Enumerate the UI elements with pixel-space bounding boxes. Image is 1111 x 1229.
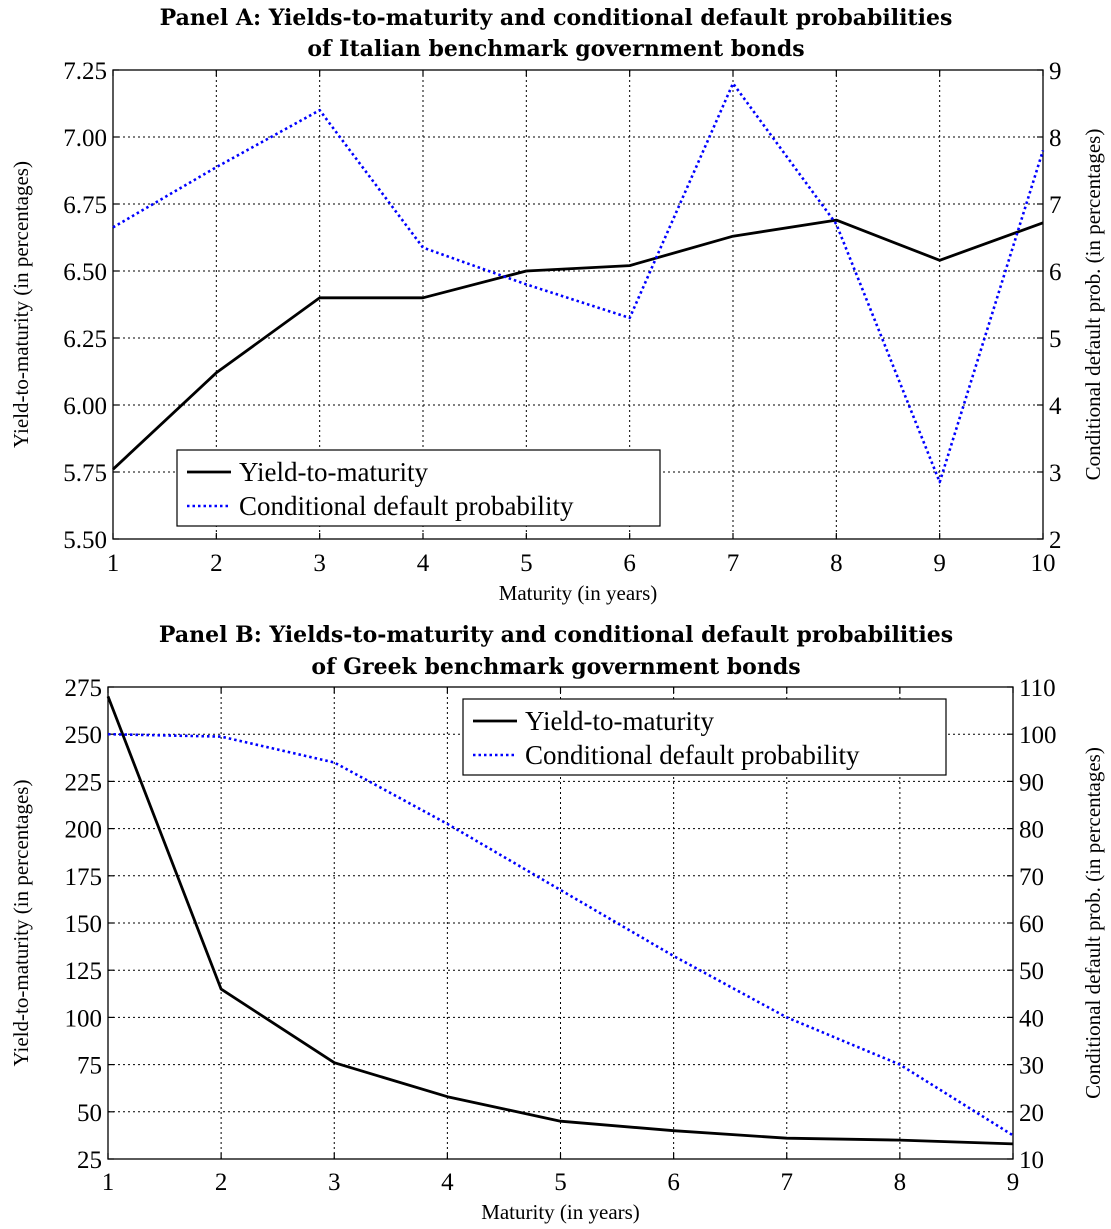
panel-b-y-tick-label: 125 [65, 958, 103, 985]
panel-b-x-tick-label: 9 [1007, 1169, 1020, 1196]
panel-b-yield-line [106, 695, 1014, 1146]
panel-a-y2-tick-label: 6 [1049, 259, 1062, 286]
panel-a-x-tick-label: 3 [313, 550, 326, 577]
panel-a-yield-line [112, 218, 1044, 471]
panel-b-x-tick-label: 6 [667, 1169, 680, 1196]
panel-b-x-tick-label: 1 [102, 1169, 115, 1196]
panel-b-legend-label: Yield-to-maturity [525, 706, 714, 736]
panel-a-x-tick-label: 7 [727, 550, 740, 577]
panel-a-y-tick-label: 6.75 [63, 192, 107, 219]
panel-b-title-line-2: of Greek benchmark government bonds [311, 654, 800, 680]
panel-b-x-tick-label: 2 [215, 1169, 228, 1196]
panel-b-y-tick-label: 225 [65, 769, 103, 796]
panel-b-y2-tick-label: 80 [1019, 817, 1044, 844]
panel-b-x-tick-label: 5 [554, 1169, 567, 1196]
panel-a-y-tick-label: 6.00 [63, 393, 107, 420]
panel-a-x-axis-label: Maturity (in years) [499, 581, 658, 605]
panel-a-y-tick-label: 5.50 [63, 527, 107, 554]
panel-b-y-axis-label: Yield-to-maturity (in percentages) [9, 780, 33, 1067]
panel-b-x-tick-label: 3 [328, 1169, 341, 1196]
panel-a-y-axis-label: Yield-to-maturity (in percentages) [9, 161, 33, 448]
panel-a-x-tick-label: 1 [107, 550, 120, 577]
panel-a-y-tick-label: 6.25 [63, 326, 107, 353]
panel-a-x-tick-label: 9 [933, 550, 946, 577]
panel-b-y-tick-label: 50 [77, 1100, 102, 1127]
panel-b-y-tick-label: 175 [65, 864, 103, 891]
panel-b-x-axis-label: Maturity (in years) [481, 1200, 640, 1224]
panel-a-legend-label: Yield-to-maturity [239, 457, 428, 487]
panel-a-plot-frame [112, 69, 1044, 540]
panel-a-x-tick-label: 2 [210, 550, 223, 577]
panel-b-y2-tick-label: 110 [1019, 675, 1056, 702]
panel-a-y2-axis-label: Conditional default prob. (in percentage… [1081, 129, 1105, 481]
panel-a-y-tick-label: 5.75 [63, 460, 107, 487]
panel-b-y-tick-label: 25 [77, 1147, 102, 1174]
panel-a-x-tick-label: 6 [623, 550, 636, 577]
panel-a-x-tick-label: 10 [1031, 550, 1056, 577]
panel-a-y-tick-label: 6.50 [63, 259, 107, 286]
panel-b-legend-box [462, 698, 947, 776]
panel-b-y-tick-label: 275 [65, 675, 103, 702]
panel-a-y-tick-label: 7.25 [63, 58, 107, 85]
panel-b-y2-tick-label: 100 [1019, 722, 1057, 749]
panel-b-default-prob-line [107, 732, 1014, 1137]
panel-a-x-tick-label: 4 [417, 550, 430, 577]
panel-a-default-prob-line [112, 82, 1045, 484]
panel-b-x-tick-label: 4 [441, 1169, 454, 1196]
panel-a-x-tick-label: 8 [830, 550, 843, 577]
panel-b-y2-tick-label: 50 [1019, 958, 1044, 985]
panel-a-legend-box [176, 449, 661, 527]
panel-b-x-tick-label: 8 [894, 1169, 907, 1196]
panel-b-y2-tick-label: 20 [1019, 1100, 1044, 1127]
panel-a-legend-label: Conditional default probability [239, 491, 574, 521]
panel-b-y2-tick-label: 40 [1019, 1005, 1044, 1032]
panel-a-y2-tick-label: 4 [1049, 393, 1062, 420]
panel-a-title-line-1: Panel A: Yields-to-maturity and conditio… [160, 5, 953, 31]
panel-b-y2-tick-label: 70 [1019, 864, 1044, 891]
panel-b-legend-label: Conditional default probability [525, 740, 860, 770]
panel-a-y2-tick-label: 2 [1049, 527, 1062, 554]
panel-a-x-tick-label: 5 [520, 550, 533, 577]
panel-a-y2-tick-label: 8 [1049, 125, 1062, 152]
panel-b-title-line-1: Panel B: Yields-to-maturity and conditio… [159, 622, 953, 648]
panel-b-y-tick-label: 200 [65, 817, 103, 844]
panel-b-y-tick-label: 75 [77, 1053, 102, 1080]
panel-a-y2-tick-label: 3 [1049, 460, 1062, 487]
panel-b-x-tick-label: 7 [781, 1169, 794, 1196]
panel-b-y2-tick-label: 10 [1019, 1147, 1044, 1174]
panel-a-y2-tick-label: 5 [1049, 326, 1062, 353]
panel-b-y-tick-label: 100 [65, 1005, 103, 1032]
panel-a-title-line-2: of Italian benchmark government bonds [307, 36, 804, 62]
panel-a-y2-tick-label: 9 [1049, 58, 1062, 85]
panel-a-y2-tick-label: 7 [1049, 192, 1062, 219]
panel-a-y-tick-label: 7.00 [63, 125, 107, 152]
panel-b-y2-tick-label: 60 [1019, 911, 1044, 938]
panel-b-y-tick-label: 150 [65, 911, 103, 938]
panel-b-y-tick-label: 250 [65, 722, 103, 749]
panel-b-y2-tick-label: 90 [1019, 769, 1044, 796]
panel-b-y2-tick-label: 30 [1019, 1053, 1044, 1080]
panel-b-y2-axis-label: Conditional default prob. (in percentage… [1081, 747, 1105, 1099]
